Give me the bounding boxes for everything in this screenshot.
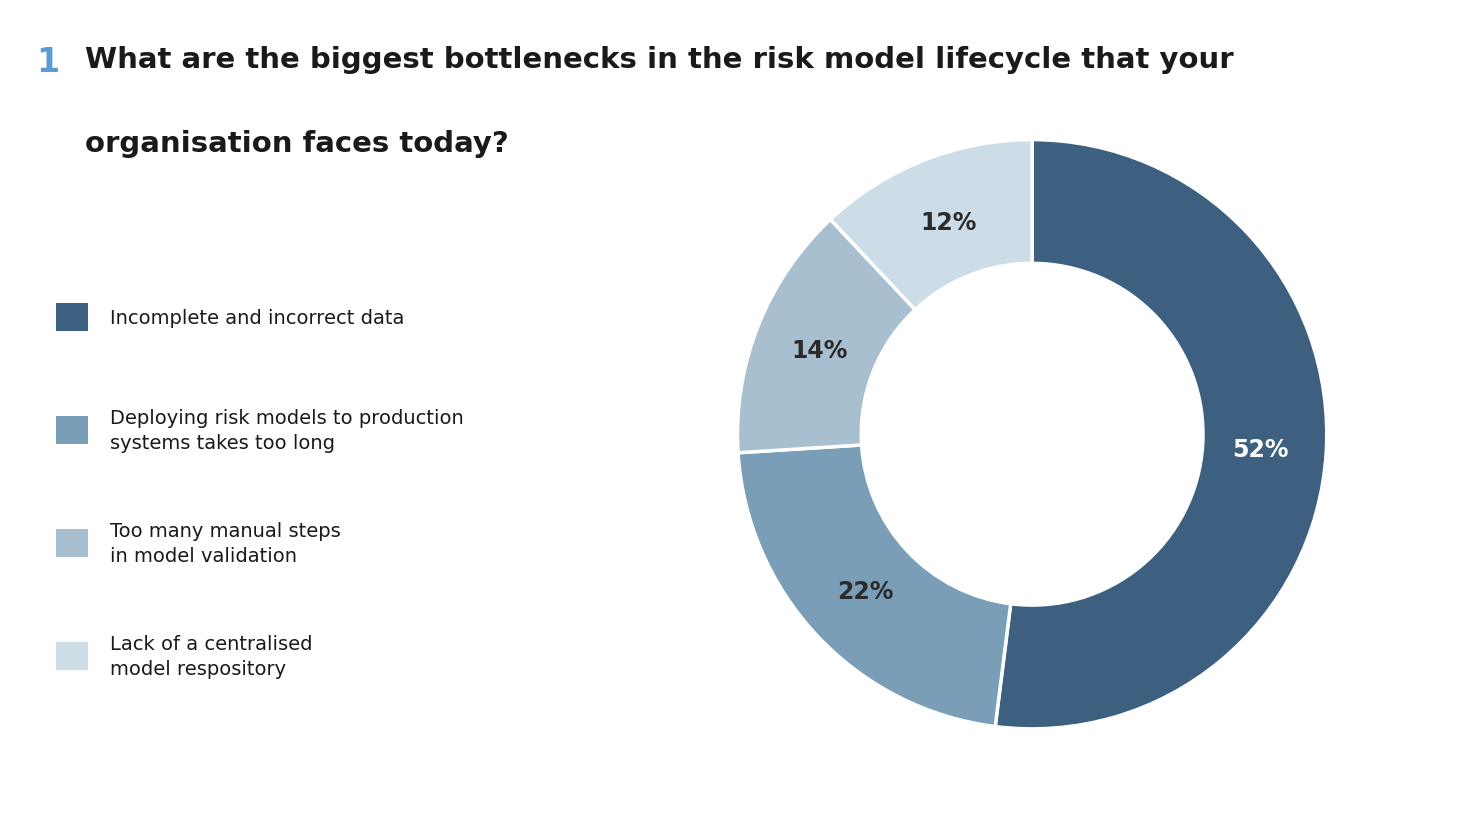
Text: in model validation: in model validation <box>110 547 297 565</box>
Text: model respository: model respository <box>110 660 285 678</box>
Text: Incomplete and incorrect data: Incomplete and incorrect data <box>110 308 404 327</box>
Text: Lack of a centralised: Lack of a centralised <box>110 635 312 653</box>
Text: organisation faces today?: organisation faces today? <box>85 130 508 157</box>
Text: 22%: 22% <box>837 579 895 603</box>
Text: Deploying risk models to production: Deploying risk models to production <box>110 409 464 427</box>
Text: Too many manual steps: Too many manual steps <box>110 522 341 540</box>
Wedge shape <box>738 220 915 453</box>
Wedge shape <box>996 140 1326 729</box>
Wedge shape <box>738 446 1010 726</box>
Text: 14%: 14% <box>792 339 848 363</box>
Text: 12%: 12% <box>919 211 976 235</box>
Text: systems takes too long: systems takes too long <box>110 434 335 452</box>
Text: What are the biggest bottlenecks in the risk model lifecycle that your: What are the biggest bottlenecks in the … <box>85 46 1234 74</box>
Text: 52%: 52% <box>1231 437 1288 461</box>
Text: 1: 1 <box>37 46 60 79</box>
Wedge shape <box>830 140 1032 310</box>
